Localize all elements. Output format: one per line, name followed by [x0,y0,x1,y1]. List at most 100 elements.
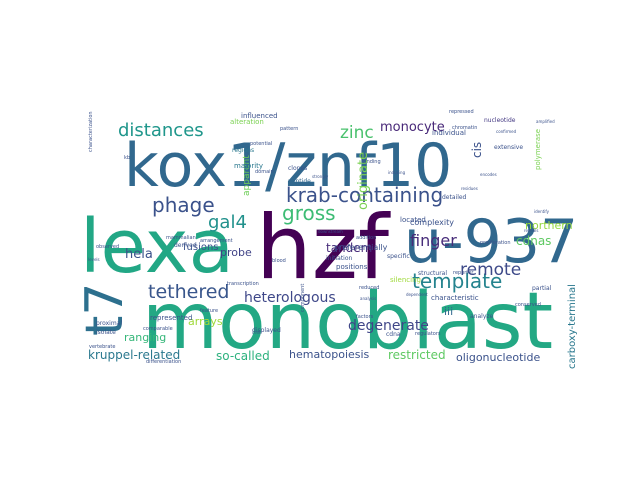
word-mammalian: mammalian [166,235,196,241]
word-clones: clones [288,165,307,172]
word-repressed: repressed [449,109,474,115]
word-influenced: influenced [241,112,278,120]
word-so-called: so-called [216,349,270,363]
word-characteristic: characteristic [431,294,479,302]
word-located: located [400,216,426,224]
word-template: template [412,269,502,293]
word-analyze: analyze [470,313,494,320]
word-ranging: ranging [124,331,166,344]
word-fusions: fusions [183,242,219,253]
word-amplified: amplified [536,119,555,124]
word-comparable: comparable [143,326,173,332]
word-derived: derived [174,242,197,249]
word-blood: blood [272,258,286,264]
word-reveals: reveals [524,228,539,233]
word-detailed: detailed [442,194,467,201]
word-residues: residues [461,186,478,191]
word-chromatin: chromatin [452,125,477,131]
word-restricted: restricted [388,348,446,362]
word-degenerate: degenerate [348,318,429,334]
word-zinc: zinc [340,123,374,143]
word-individual: individual [432,129,466,137]
word-silencing: silencing [390,276,421,284]
word-monoblast: monoblast [142,277,553,367]
word-extensive: extensive [494,144,523,151]
word-monocyte: monocyte [380,120,445,135]
word-isolate: isolate [96,329,116,336]
word-differentiation: differentiation [146,359,181,365]
word-tethered: tethered [148,281,229,303]
word-kox1-znf10: kox1/znf10 [124,131,452,201]
word-reporter: reporter [453,270,474,276]
word-cdnas: cdnas [516,234,551,248]
word-carboxy-terminal: carboxy-terminal [567,284,578,369]
word-apparent: apparent [242,155,252,196]
word-structural: structural [418,270,447,277]
word-vertebrate: vertebrate [89,344,115,350]
word-initiation: initiation [326,255,353,262]
word-potential: potential [250,141,272,147]
word-levels: levels [88,257,100,262]
word-complexity: complexity [410,218,454,227]
word-oligonucleotide: oligonucleotide [456,351,540,364]
word-observed: observed [96,244,119,250]
word-cells: cells [252,330,261,335]
word-lexa: lexa [80,204,234,290]
word-reduced: reduced [359,285,379,291]
word-addition: addition [356,235,376,241]
word-conserved: conserved [515,302,541,308]
word-hela: hela [125,247,153,262]
word-tandem: tandem [326,241,372,255]
word-phage: phage [152,193,215,217]
word-positions: positions [336,263,368,271]
word-feature: feature [200,308,218,314]
word-confirmed: confirmed [496,129,517,134]
word-t7: t7 [75,283,135,336]
word-peptide: peptide [288,178,311,185]
word-u-937: u-937 [404,207,578,277]
word-gross: gross [282,201,336,225]
word-component: component [300,284,306,312]
word-represented: represented [150,314,192,322]
word-northern: northern [525,219,573,232]
word-downstream: downstream [318,229,343,234]
word-pattern: pattern [280,126,298,132]
word-kb: kb [124,155,130,161]
word-remote: remote [460,260,521,280]
word-hzf: hzf [256,196,391,299]
word-regulators: regulators [415,331,441,337]
word-alteration: alteration [230,118,264,126]
word-gal4: gal4 [208,212,247,233]
word-encodes: encodes [480,172,497,177]
word-dependent: dependent [406,292,428,297]
word-kruppel-related: kruppel-related [88,348,180,362]
word-factors: factors [356,314,374,320]
word-regions: regions [232,147,254,154]
word-heterologous: heterologous [244,290,336,306]
word-inducing: inducing [388,170,406,175]
word-binding: binding [362,159,381,165]
word-krab-containing: krab-containing [286,183,443,207]
word-specific: specific [387,253,410,260]
word-characterization: characterization [88,111,94,152]
word-arrays: arrays [188,315,223,328]
word-probe: probe [220,246,252,259]
word-arrangement: arrangement [200,238,233,244]
word-domain: domain [255,169,274,175]
word-preferentially: preferentially [334,243,388,252]
word-nucleotide: nucleotide [484,117,516,124]
word-strongly: strongly [312,174,329,179]
word-majority: majority [234,162,263,170]
word-distances: distances [118,120,204,141]
word-finger: finger [410,231,457,250]
word-displayed: displayed [252,327,281,334]
word-originate: originate [356,152,371,210]
word-identify: identify [534,209,550,214]
word-partial: partial [532,285,552,292]
word-proximal: proximal [96,320,122,327]
word-cdna: cdna [386,331,401,338]
word-hematopoiesis: hematopoiesis [289,348,370,361]
word-transcription: transcription [227,281,259,287]
word-polymerase: polymerase [534,129,542,170]
